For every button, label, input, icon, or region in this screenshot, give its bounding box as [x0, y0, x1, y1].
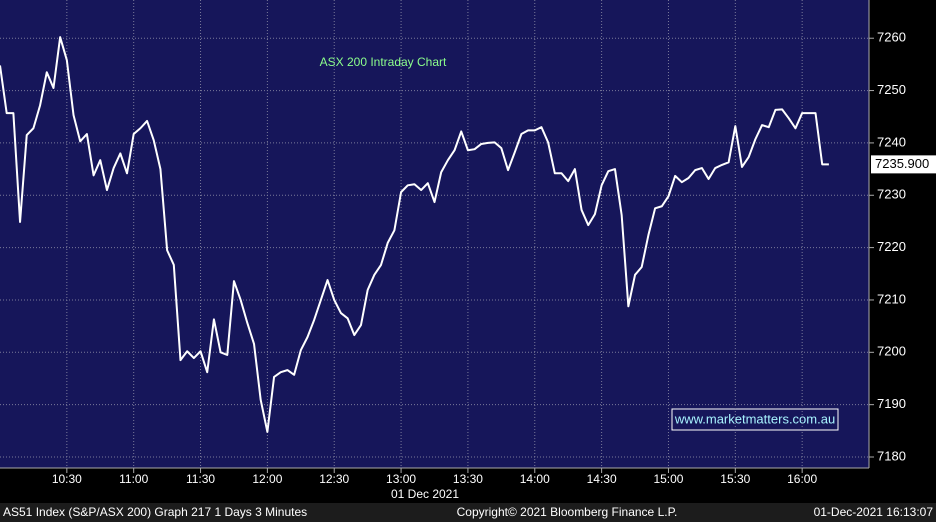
- chart-title: ASX 200 Intraday Chart: [320, 55, 447, 69]
- last-price-box: [871, 155, 936, 174]
- plot-area: [0, 0, 869, 468]
- y-tick-label: 7260: [877, 30, 906, 45]
- price-line: [0, 36, 829, 433]
- x-tick-label: 15:30: [720, 472, 750, 486]
- y-tick-label: 7200: [877, 344, 906, 359]
- watermark-box: [671, 408, 839, 431]
- x-tick-label: 13:30: [453, 472, 483, 486]
- x-tick-label: 11:00: [119, 472, 148, 486]
- footer-bar: [0, 503, 936, 522]
- footer-left: AS51 Index (S&P/ASX 200) Graph 217 1 Day…: [3, 505, 307, 519]
- x-tick-label: 10:30: [52, 472, 82, 486]
- y-tick-label: 7250: [877, 82, 906, 97]
- footer-center: Copyright© 2021 Bloomberg Finance L.P.: [457, 505, 678, 519]
- x-tick-label: 15:00: [653, 472, 683, 486]
- footer-right: 01-Dec-2021 16:13:07: [814, 505, 934, 519]
- y-tick-label: 7210: [877, 291, 906, 306]
- last-price-label: 7235.900: [875, 156, 929, 171]
- x-tick-label: 12:00: [252, 472, 282, 486]
- y-tick-label: 7240: [877, 134, 906, 149]
- x-tick-label: 14:30: [587, 472, 617, 486]
- x-tick-label: 14:00: [520, 472, 550, 486]
- x-tick-label: 16:00: [787, 472, 817, 486]
- x-tick-label: 13:00: [386, 472, 416, 486]
- y-tick-label: 7230: [877, 187, 906, 202]
- y-tick-label: 7180: [877, 448, 906, 463]
- y-tick-label: 7220: [877, 239, 906, 254]
- x-tick-label: 11:30: [186, 472, 215, 486]
- x-tick-label: 12:30: [319, 472, 349, 486]
- watermark: www.marketmatters.com.au: [674, 411, 835, 426]
- y-tick-label: 7190: [877, 396, 906, 411]
- x-axis-label: 01 Dec 2021: [391, 487, 459, 501]
